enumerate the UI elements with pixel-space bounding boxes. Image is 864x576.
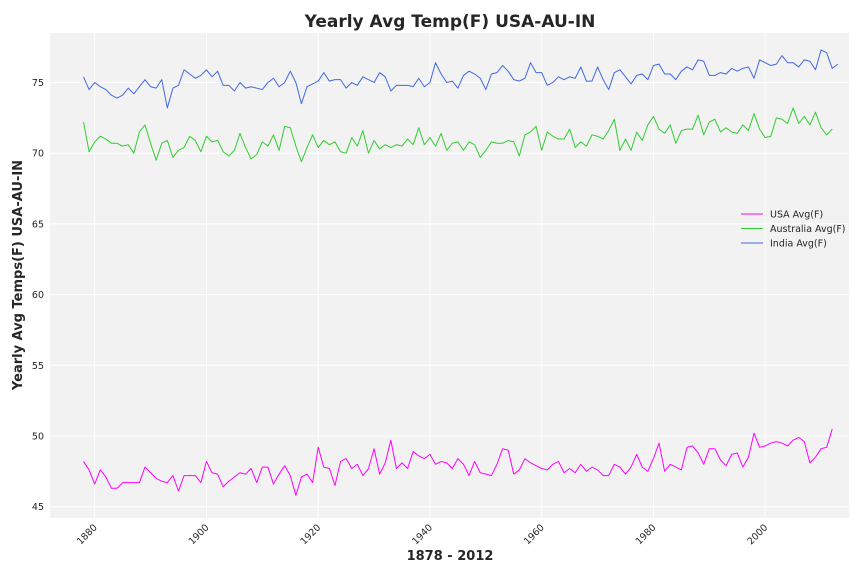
y-axis-label: Yearly Avg Temps(F) USA-AU-IN — [11, 160, 26, 391]
grid — [50, 33, 849, 518]
series-line-0 — [83, 428, 833, 496]
y-tick-label: 55 — [32, 361, 44, 372]
chart-title: Yearly Avg Temp(F) USA-AU-IN — [304, 12, 596, 32]
y-tick-label: 60 — [32, 290, 44, 301]
y-tick-label: 45 — [32, 502, 44, 513]
y-axis-ticks: 45 50 55 60 65 70 75 — [32, 78, 44, 513]
y-tick-label: 50 — [32, 431, 44, 442]
y-tick-label: 75 — [32, 78, 44, 89]
x-axis-label: 1878 - 2012 — [407, 549, 494, 564]
series-layer — [83, 49, 839, 496]
legend-label: USA Avg(F) — [770, 210, 823, 221]
y-tick-label: 65 — [32, 219, 44, 230]
plot-area — [50, 33, 849, 518]
y-tick-label: 70 — [32, 149, 44, 160]
legend-label: Australia Avg(F) — [770, 224, 846, 235]
legend-label: India Avg(F) — [770, 239, 827, 250]
legend: USA Avg(F) Australia Avg(F) India Avg(F) — [741, 210, 846, 250]
series-line-1 — [83, 107, 833, 163]
series-line-2 — [83, 49, 839, 109]
